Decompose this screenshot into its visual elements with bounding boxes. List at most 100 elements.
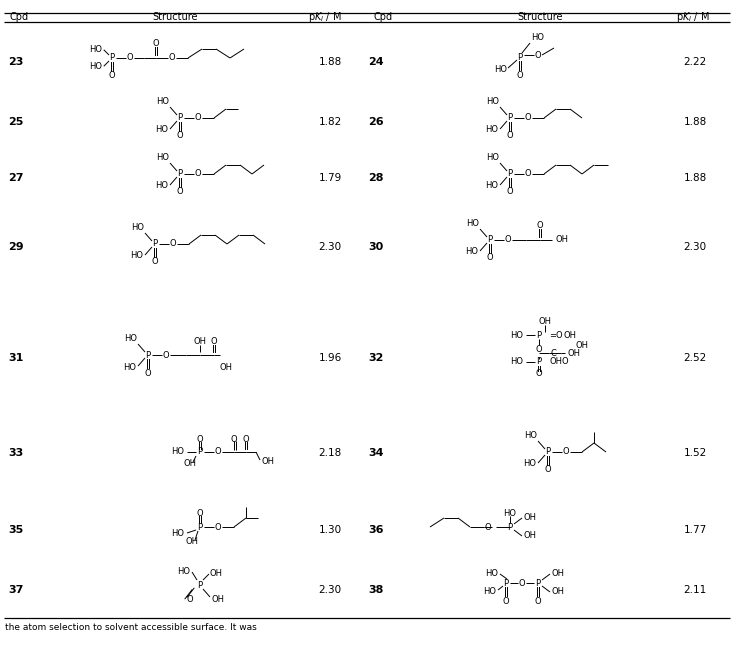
Text: P: P [507, 522, 512, 531]
Text: HO: HO [124, 334, 137, 343]
Text: 2.52: 2.52 [683, 353, 707, 363]
Text: 1.88: 1.88 [319, 57, 341, 67]
Text: P: P [153, 239, 158, 248]
Text: O: O [545, 466, 551, 475]
Text: C: C [550, 349, 556, 357]
Text: OH: OH [563, 331, 576, 340]
Text: O: O [214, 447, 222, 456]
Text: 32: 32 [368, 353, 383, 363]
Text: P: P [109, 53, 115, 63]
Text: =O: =O [549, 331, 563, 340]
Text: 24: 24 [368, 57, 384, 67]
Text: HO: HO [89, 62, 102, 71]
Text: O: O [525, 113, 531, 123]
Text: OH: OH [210, 569, 223, 578]
Text: O: O [195, 113, 201, 123]
Text: HO: HO [156, 97, 169, 106]
Text: 30: 30 [368, 242, 383, 252]
Text: P: P [507, 170, 512, 179]
Text: Cpd: Cpd [374, 12, 393, 22]
Text: HO: HO [155, 125, 168, 134]
Text: 1.79: 1.79 [319, 173, 341, 183]
Text: HO: HO [486, 153, 499, 162]
Text: 1.30: 1.30 [319, 525, 341, 535]
Text: HO: HO [155, 181, 168, 190]
Text: HO: HO [510, 331, 523, 340]
Text: O: O [505, 235, 512, 244]
Text: O: O [534, 50, 541, 59]
Text: p$\mathit{K}_i$ / M: p$\mathit{K}_i$ / M [308, 10, 342, 24]
Text: 36: 36 [368, 525, 383, 535]
Text: O: O [163, 351, 170, 359]
Text: O: O [537, 222, 543, 231]
Text: O: O [145, 368, 151, 378]
Text: OH: OH [262, 458, 275, 466]
Text: 1.82: 1.82 [319, 117, 341, 127]
Text: OH: OH [184, 460, 197, 469]
Text: OH: OH [212, 595, 225, 604]
Text: O: O [536, 344, 542, 353]
Text: O: O [197, 509, 203, 518]
Text: HO: HO [523, 460, 536, 469]
Text: 29: 29 [8, 242, 23, 252]
Text: OH: OH [575, 340, 588, 349]
Text: OH: OH [552, 569, 565, 578]
Text: 2.11: 2.11 [683, 585, 707, 595]
Text: 1.77: 1.77 [683, 525, 707, 535]
Text: 2.22: 2.22 [683, 57, 707, 67]
Text: O: O [109, 72, 115, 80]
Text: 1.96: 1.96 [319, 353, 341, 363]
Text: Structure: Structure [152, 12, 197, 22]
Text: P: P [145, 351, 150, 359]
Text: O: O [195, 170, 201, 179]
Text: P: P [537, 357, 542, 366]
Text: P: P [507, 113, 512, 123]
Text: HO: HO [171, 447, 184, 456]
Text: the atom selection to solvent accessible surface. It was: the atom selection to solvent accessible… [5, 623, 257, 632]
Text: OH: OH [524, 531, 537, 541]
Text: HO: HO [486, 97, 499, 106]
Text: O: O [197, 434, 203, 443]
Text: P: P [487, 235, 493, 244]
Text: O: O [525, 170, 531, 179]
Text: P: P [545, 447, 550, 456]
Text: HO: HO [177, 567, 190, 576]
Text: OH: OH [552, 587, 565, 597]
Text: 37: 37 [8, 585, 23, 595]
Text: P: P [504, 578, 509, 587]
Text: O: O [177, 188, 184, 196]
Text: OH: OH [556, 235, 569, 244]
Text: O: O [214, 522, 222, 531]
Text: P: P [197, 580, 203, 589]
Text: OH: OH [539, 318, 551, 327]
Text: 34: 34 [368, 448, 383, 458]
Text: Structure: Structure [517, 12, 563, 22]
Text: O: O [153, 40, 159, 48]
Text: OH: OH [194, 338, 206, 346]
Text: HO: HO [171, 529, 184, 537]
Text: HO: HO [123, 363, 136, 372]
Text: O: O [506, 132, 513, 140]
Text: 2.30: 2.30 [683, 242, 707, 252]
Text: 26: 26 [368, 117, 384, 127]
Text: HO: HO [483, 587, 496, 595]
Text: 2.30: 2.30 [319, 242, 341, 252]
Text: HO: HO [156, 153, 169, 162]
Text: P: P [178, 170, 183, 179]
Text: O: O [211, 338, 217, 346]
Text: HO: HO [510, 357, 523, 366]
Text: HO: HO [531, 33, 544, 42]
Text: HO: HO [89, 45, 102, 54]
Text: 1.88: 1.88 [683, 173, 707, 183]
Text: HO: HO [130, 252, 143, 261]
Text: O: O [506, 188, 513, 196]
Text: 25: 25 [8, 117, 23, 127]
Text: HO: HO [485, 569, 498, 578]
Text: OH: OH [186, 537, 198, 546]
Text: P: P [537, 331, 542, 340]
Text: HO: HO [494, 65, 507, 74]
Text: HO: HO [131, 223, 144, 232]
Text: HO: HO [466, 219, 479, 228]
Text: 1.88: 1.88 [683, 117, 707, 127]
Text: 27: 27 [8, 173, 23, 183]
